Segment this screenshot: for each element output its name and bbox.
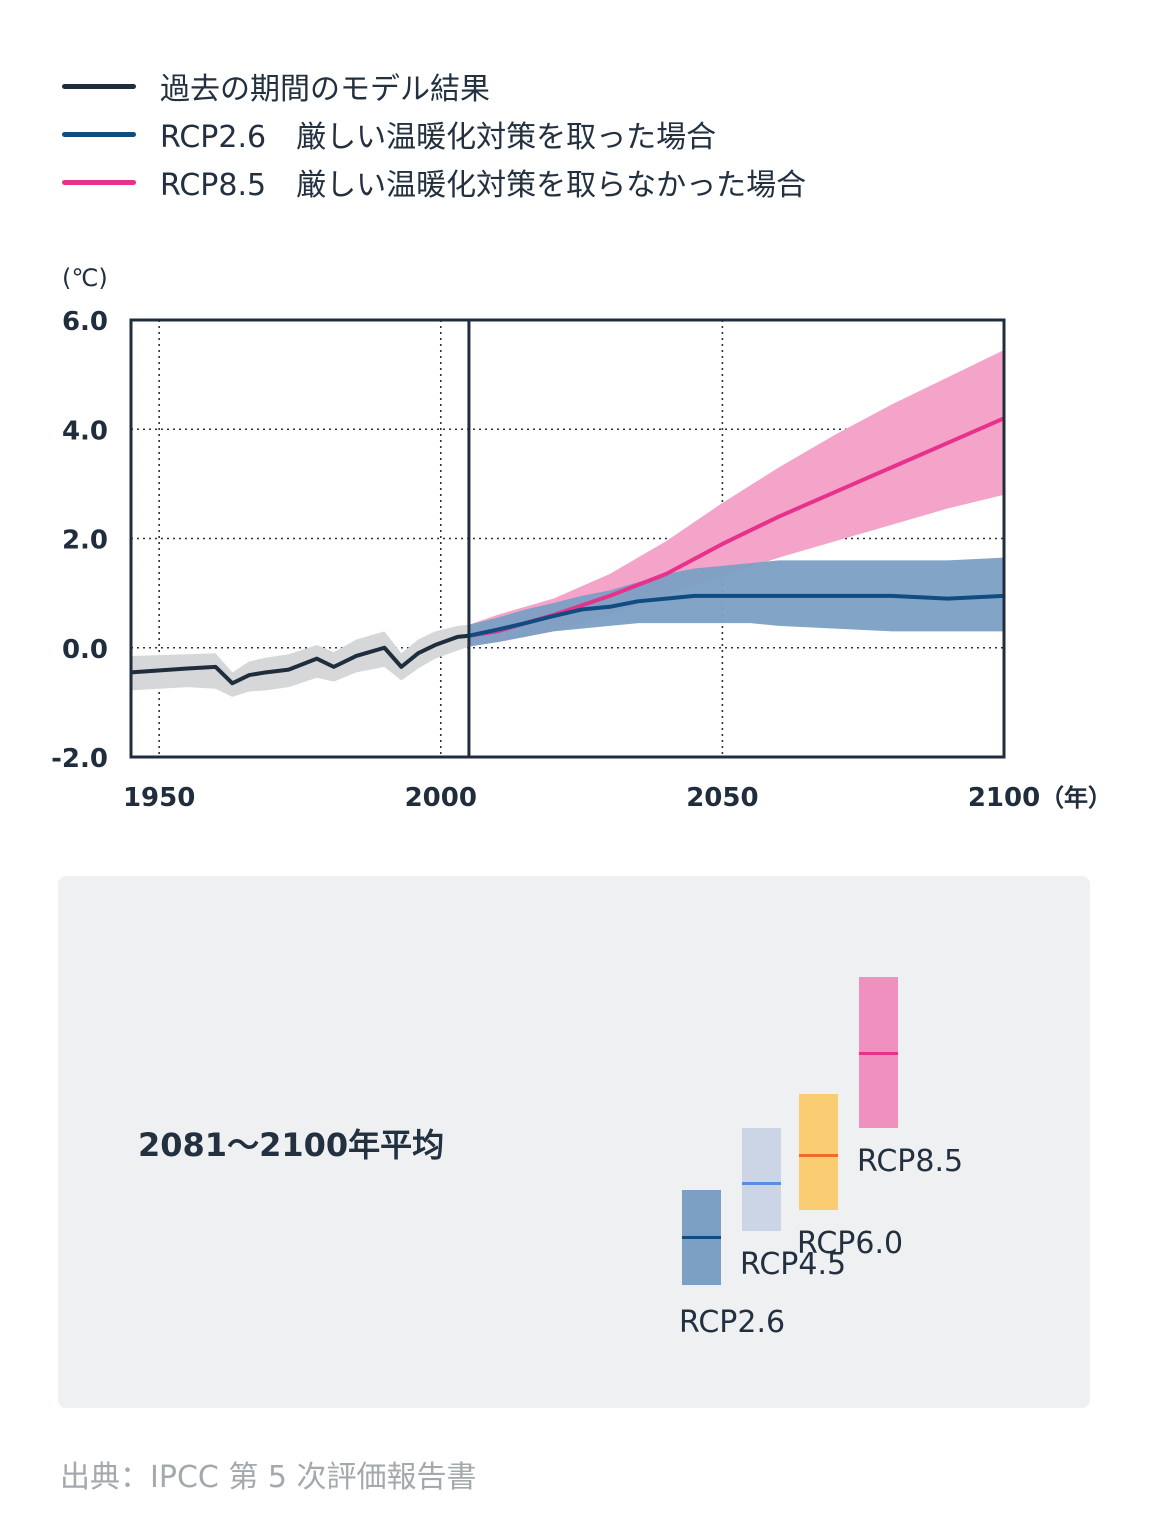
average-bar-label: RCP2.6: [679, 1305, 786, 1341]
average-panel-title: 2081〜2100年平均: [138, 1126, 445, 1164]
average-bar-label: RCP6.0: [797, 1226, 904, 1262]
chart-legend: 過去の期間のモデル結果 RCP2.6 厳しい温暖化対策を取った場合 RCP8.5…: [62, 62, 806, 206]
y-tick-label: 0.0: [62, 635, 108, 665]
temperature-chart: 6.0 4.0 2.0 0.0 -2.0 1950 2000 2050 2100 (℃) （年）: [51, 264, 1112, 813]
average-bar-RCP2.6: [682, 1189, 721, 1286]
x-tick-label: 2050: [686, 783, 758, 813]
y-tick-label: 2.0: [62, 526, 108, 556]
y-tick-label: 4.0: [62, 416, 108, 446]
source-note: 出典：IPCC 第 5 次評価報告書: [60, 1460, 477, 1495]
average-mean-mark: [799, 1154, 838, 1158]
legend-item-rcp85: RCP8.5 厳しい温暖化対策を取らなかった場合: [62, 158, 806, 206]
y-tick-label: -2.0: [51, 744, 108, 774]
plot-frame: [129, 318, 1006, 759]
series-line-RCP2.6: [468, 593, 1005, 638]
average-mean-mark: [742, 1181, 781, 1185]
legend-label-historical: 過去の期間のモデル結果: [160, 72, 490, 107]
average-bar-RCP6.0: [799, 1093, 838, 1211]
average-bar-RCP4.5: [742, 1127, 781, 1231]
legend-item-historical: 過去の期間のモデル結果: [62, 62, 806, 110]
band-過去の期間のモデル結果: [131, 624, 469, 697]
legend-label-rcp85: RCP8.5 厳しい温暖化対策を取らなかった場合: [160, 168, 807, 203]
y-axis-unit: (℃): [62, 264, 108, 292]
legend-line-historical: [62, 83, 136, 89]
legend-line-rcp26: [62, 131, 136, 137]
average-panel: 2081〜2100年平均 RCP2.6 RCP4.5 RCP6.0 RCP8.5: [58, 876, 1090, 1408]
band-RCP2.6: [468, 557, 1004, 647]
average-bar-label: RCP8.5: [857, 1143, 964, 1179]
legend-item-rcp26: RCP2.6 厳しい温暖化対策を取った場合: [62, 110, 806, 158]
average-mean-mark: [682, 1236, 721, 1240]
legend-label-rcp26: RCP2.6 厳しい温暖化対策を取った場合: [160, 120, 717, 155]
average-mean-mark: [859, 1051, 898, 1055]
series-line-過去の期間のモデル結果: [130, 633, 470, 686]
legend-line-rcp85: [62, 179, 136, 185]
band-RCP8.5: [468, 350, 1004, 646]
y-tick-label: 6.0: [62, 307, 108, 337]
x-tick-label: 1950: [123, 783, 195, 813]
x-axis-unit: （年）: [1040, 784, 1112, 812]
average-bar-label: RCP4.5: [740, 1246, 847, 1282]
x-tick-label: 2000: [405, 783, 477, 813]
x-tick-label: 2100: [968, 783, 1040, 813]
average-bar-RCP8.5: [859, 977, 898, 1128]
